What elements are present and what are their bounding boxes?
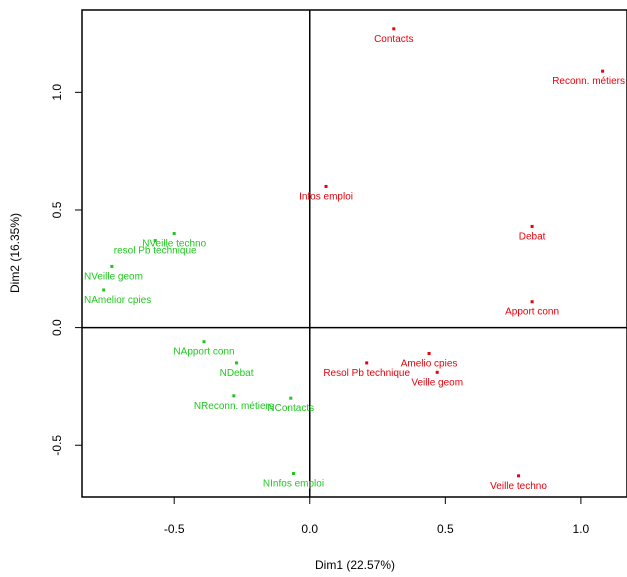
point-label: NInfos emploi	[263, 478, 324, 489]
point-label: Apport conn	[505, 307, 559, 318]
x-axis-label: Dim1 (22.57%)	[315, 558, 395, 572]
points-layer: Contacts Reconn. métiers Infos emploi Debat…	[84, 27, 625, 492]
data-point	[427, 351, 431, 355]
plot-frame	[81, 9, 627, 498]
data-point	[110, 264, 114, 268]
point-label: Debat	[519, 231, 546, 242]
x-tick-label: 0.5	[437, 522, 454, 536]
point-label: NApport conn	[173, 347, 234, 358]
y-tick-label: 0.0	[50, 319, 64, 336]
data-point	[172, 232, 176, 236]
data-point	[530, 224, 534, 228]
data-point	[324, 184, 328, 188]
point-label: Veille geom	[411, 377, 463, 388]
x-axis: -0.5 0.0 0.5 1.0	[164, 497, 590, 536]
data-point	[153, 239, 157, 243]
data-point	[601, 69, 605, 73]
point-label: Veille techno	[490, 481, 547, 492]
data-point	[235, 361, 239, 365]
data-point	[517, 474, 521, 478]
point-label: NReconn. métiers	[194, 401, 274, 412]
point-label: resol Pb technique	[114, 246, 197, 257]
point-label: Reconn. métiers	[552, 76, 625, 87]
x-tick-label: -0.5	[164, 522, 185, 536]
point-label: Contacts	[374, 34, 413, 45]
y-tick-label: 0.5	[50, 201, 64, 218]
x-tick-label: 1.0	[573, 522, 590, 536]
y-axis-label: Dim2 (16.35%)	[8, 213, 22, 293]
data-point	[202, 340, 206, 344]
data-point	[291, 471, 295, 475]
x-tick-label: 0.0	[301, 522, 318, 536]
data-point	[435, 370, 439, 374]
point-label: Infos emploi	[299, 191, 353, 202]
point-label: Amelio cpies	[401, 358, 458, 369]
point-label: NVeille techno	[142, 239, 206, 250]
data-point	[530, 300, 534, 304]
point-label: NContacts	[267, 403, 314, 414]
point-label: NDebat	[220, 368, 254, 379]
data-point	[102, 288, 106, 292]
point-label: NVeille geom	[84, 271, 143, 282]
y-tick-label: -0.5	[50, 435, 64, 456]
point-label: Resol Pb technique	[323, 368, 410, 379]
data-point	[289, 396, 293, 400]
data-point	[232, 394, 236, 398]
point-label: NAmelior cpies	[84, 295, 151, 306]
data-point	[365, 361, 369, 365]
y-tick-label: 1.0	[50, 84, 64, 101]
data-point	[392, 27, 396, 31]
y-axis: -0.5 0.0 0.5 1.0	[50, 84, 82, 456]
